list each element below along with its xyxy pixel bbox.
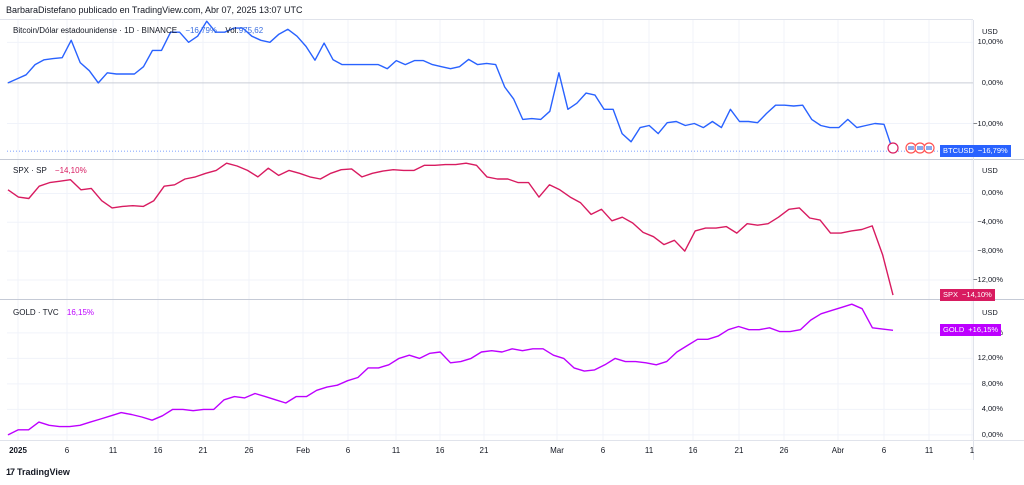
x-tick-label: 11 [108,446,118,455]
x-tick-label: 6 [64,446,70,455]
gold-title: GOLD · TVC [13,308,59,317]
x-tick-label: 6 [881,446,887,455]
gold-change: 16,15% [66,308,95,317]
x-tick-label: 21 [734,446,744,455]
y-tick-label: 12,00% [977,353,1003,363]
x-tick-label: Mar [550,446,564,455]
x-tick-label: Feb [296,446,310,455]
series-line-gold [7,303,894,436]
btc-title: Bitcoin/Dólar estadounidense · 1D · BINA… [13,26,178,35]
x-tick-label: 11 [391,446,401,455]
y-tick-label: −10,00% [973,118,1003,128]
series-line-spx [7,162,894,296]
x-tick-label: 6 [600,446,606,455]
series-line-btcusd [7,20,894,152]
flag-event-icon-inner [917,146,923,150]
y-tick-label: −4,00% [977,217,1003,227]
x-tick-label: 16 [688,446,698,455]
x-tick-label: 26 [779,446,789,455]
y-tick-label: 0,00% [981,77,1003,87]
y-tick-label: 8,00% [981,378,1003,388]
btc-price-tag: BTCUSD −16,79% [940,145,1011,158]
btc-volume: Vol.975,62 [225,26,264,35]
x-tick-label: 16 [153,446,163,455]
spx-pane-label: SPX · SP −14,10% [13,166,87,175]
y-tick-label: 0,00% [981,188,1003,198]
btc-pane-label: Bitcoin/Dólar estadounidense · 1D · BINA… [13,26,263,35]
x-tick-label: 21 [198,446,208,455]
x-tick-label: 11 [924,446,934,455]
spx-change: −14,10% [54,166,87,175]
gold-axis-unit: USD [982,308,998,317]
spx-title: SPX · SP [13,166,47,175]
flag-event-icon-inner [926,146,932,150]
publish-header: BarbaraDistefano publicado en TradingVie… [6,5,303,15]
x-tick-label: 2025 [9,446,27,455]
x-tick-label: 21 [479,446,489,455]
gold-price-tag: GOLD +16,15% [940,324,1002,337]
gold-pane-label: GOLD · TVC 16,15% [13,308,94,317]
y-tick-label: −12,00% [973,274,1003,284]
spx-price-tag: SPX −14,10% [940,289,995,302]
spx-axis-unit: USD [982,166,998,175]
x-tick-label: 1 [969,446,975,455]
flag-event-icon-inner [908,146,914,150]
x-tick-label: 6 [345,446,351,455]
tradingview-logo-icon: 17 [6,467,15,477]
y-tick-label: 0,00% [981,429,1003,439]
y-tick-label: 4,00% [981,404,1003,414]
tradingview-logo-text: TradingView [17,467,70,477]
x-tick-label: 11 [644,446,654,455]
tradingview-logo[interactable]: 17 TradingView [6,467,70,477]
btc-change: −16,79% [185,26,218,35]
y-tick-label: −8,00% [977,246,1003,256]
dividend-event-icon [887,142,899,154]
y-tick-label: 10,00% [977,37,1003,47]
x-tick-label: Abr [831,446,845,455]
x-tick-label: 16 [435,446,445,455]
btc-axis-unit: USD [982,27,998,36]
x-tick-label: 26 [244,446,254,455]
